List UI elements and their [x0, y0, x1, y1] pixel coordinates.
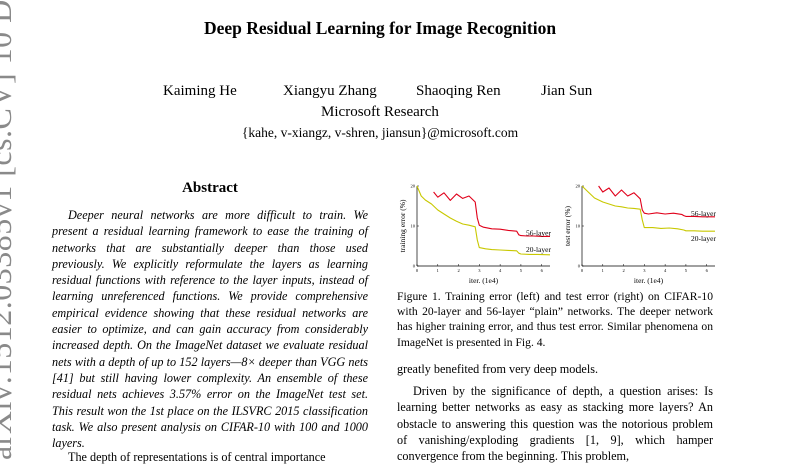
introduction-text: The depth of representations is of centr…	[68, 450, 326, 464]
series-line-56-layer	[433, 191, 550, 237]
abstract-heading: Abstract	[182, 180, 238, 196]
abstract-body: Deeper neural networks are more difficul…	[52, 208, 368, 451]
x-tick-label: 6	[541, 268, 544, 273]
y-tick-label: 10	[411, 224, 416, 229]
author-emails: {kahe, v-xiangz, v-shren, jiansun}@micro…	[241, 125, 519, 140]
x-tick-label: 3	[643, 268, 646, 273]
x-tick-label: 0	[416, 268, 419, 273]
series-label: 20-layer	[691, 234, 716, 243]
x-tick-label: 0	[581, 268, 584, 273]
author-name: Jian Sun	[541, 83, 593, 99]
author-name: Shaoqing Ren	[416, 83, 501, 99]
training-error-chart: 0 1 2 3 4 5 6 0 10 20 iter. (1e4) training error (%…	[398, 184, 551, 286]
x-axis-label: iter. (1e4)	[469, 276, 499, 285]
x-tick-label: 6	[706, 268, 709, 273]
x-tick-label: 5	[520, 268, 523, 273]
y-axis-label: training error (%)	[398, 199, 407, 252]
series-label: 20-layer	[526, 245, 551, 254]
series-line-20-layer	[581, 185, 715, 232]
x-tick-label: 1	[602, 268, 604, 273]
series-label: 56-layer	[526, 228, 551, 237]
author-name: Kaiming He	[163, 83, 237, 99]
x-axis-label: iter. (1e4)	[634, 276, 664, 285]
y-tick-label: 10	[576, 224, 581, 229]
series-label: 56-layer	[691, 209, 716, 218]
y-tick-label: 0	[578, 264, 581, 269]
body-text: Driven by the significance of depth, a q…	[397, 384, 713, 464]
x-tick-label: 5	[685, 268, 688, 273]
body-text: greatly benefited from very deep models.	[397, 362, 599, 376]
arxiv-stamp: arXiv:1512.03385v1 [cs.CV] 10 Dec 2015	[0, 0, 18, 460]
y-tick-label: 20	[576, 184, 581, 189]
test-error-chart: 0 1 2 3 4 5 6 0 10 20 iter. (1e4) test error (%) 56-…	[563, 184, 716, 286]
x-tick-label: 3	[478, 268, 481, 273]
x-tick-label: 4	[499, 268, 502, 273]
y-tick-label: 0	[413, 264, 416, 269]
affiliation: Microsoft Research	[321, 104, 439, 120]
x-tick-label: 4	[664, 268, 667, 273]
series-line-20-layer	[416, 185, 551, 256]
y-axis-label: test error (%)	[563, 206, 572, 246]
x-tick-label: 1	[437, 268, 439, 273]
series-line-56-layer	[598, 185, 715, 218]
author-name: Xiangyu Zhang	[283, 83, 377, 99]
x-tick-label: 2	[622, 268, 624, 273]
y-tick-label: 20	[411, 184, 416, 189]
paper-title: Deep Residual Learning for Image Recogni…	[203, 18, 557, 38]
x-tick-label: 2	[457, 268, 459, 273]
figure-caption: Figure 1. Training error (left) and test…	[397, 290, 713, 349]
